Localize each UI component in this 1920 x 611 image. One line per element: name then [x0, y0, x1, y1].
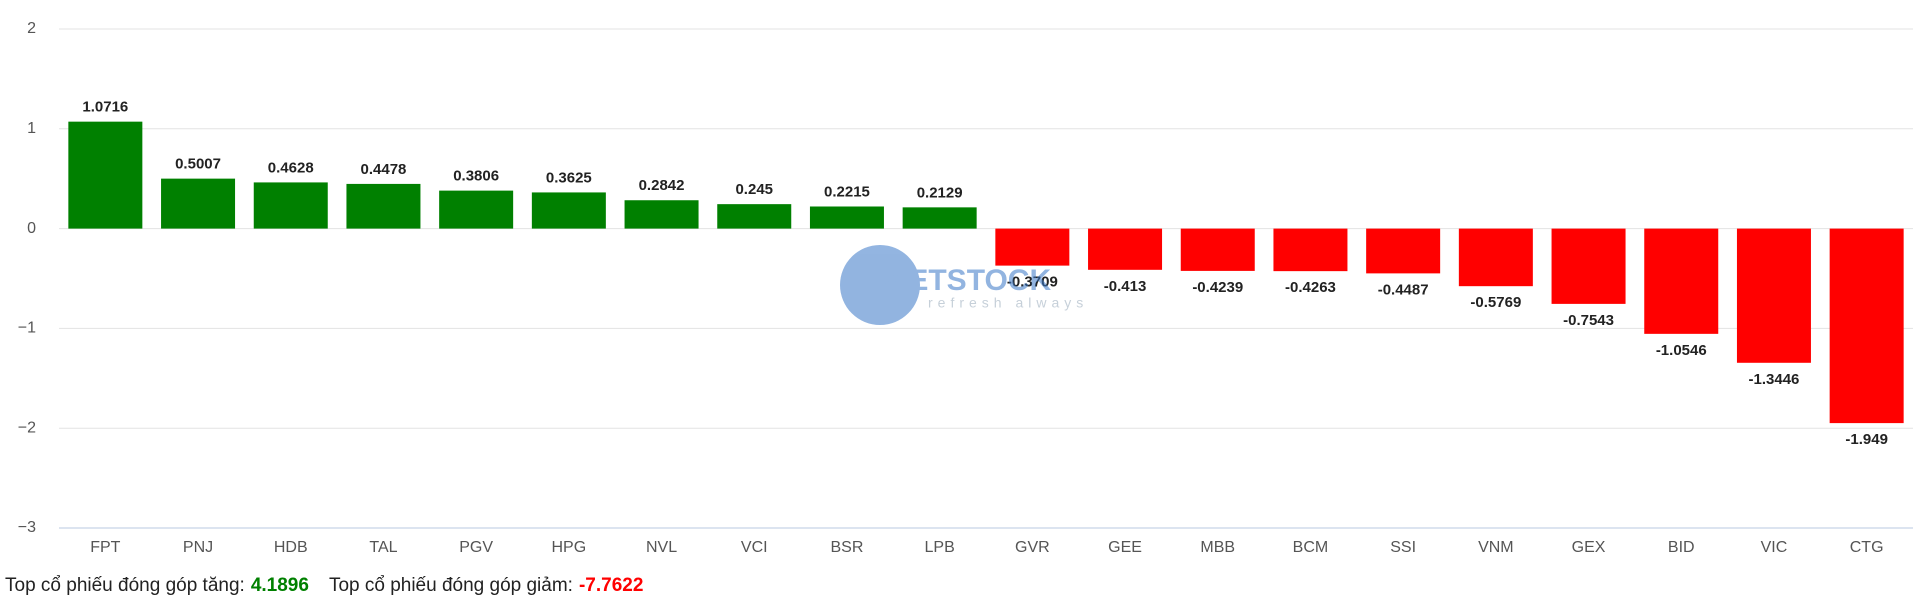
watermark-title: VIETSTOCK [880, 264, 1051, 297]
watermark: VIETSTOCK refresh always [840, 245, 1088, 325]
x-tick-label: SSI [1390, 539, 1416, 556]
up-label: Top cổ phiếu đóng góp tăng: [5, 575, 245, 596]
value-label: 0.2842 [639, 177, 685, 194]
x-tick-label: VNM [1478, 539, 1514, 556]
bar [624, 200, 699, 229]
bar [902, 207, 977, 229]
bar [346, 183, 421, 229]
bar [717, 204, 792, 229]
x-tick-label: BID [1668, 539, 1695, 556]
x-tick-label: NVL [646, 539, 677, 556]
y-tick-label: 1 [27, 120, 36, 137]
value-label: -1.3446 [1749, 371, 1800, 388]
watermark-logo [840, 245, 920, 325]
bar [1829, 228, 1904, 424]
value-label: -0.4263 [1285, 279, 1336, 296]
x-tick-label: HDB [274, 539, 308, 556]
x-tick-label: LPB [925, 539, 955, 556]
x-tick-label: GVR [1015, 539, 1050, 556]
bar [1644, 228, 1719, 334]
bar [1551, 228, 1626, 304]
value-label: 0.3625 [546, 169, 592, 186]
down-label: Top cổ phiếu đóng góp giảm: [329, 575, 573, 596]
bar [1366, 228, 1441, 274]
x-tick-label: HPG [552, 539, 587, 556]
bar [1180, 228, 1255, 271]
value-label: -0.3709 [1007, 274, 1058, 291]
value-label: 1.0716 [82, 99, 128, 116]
y-tick-label: 0 [27, 220, 36, 237]
plot: −3 −2 −1 0 1 2 FPT 1.0716 PNJ 0.5007 HDB 0.4628 TAL 0… [18, 20, 1913, 556]
bar [995, 228, 1070, 266]
bar [531, 192, 606, 229]
down-value: -7.7622 [579, 575, 643, 596]
x-tick-label: VIC [1761, 539, 1788, 556]
value-label: 0.2129 [917, 184, 963, 201]
x-tick-label: PGV [459, 539, 493, 556]
bar [809, 206, 884, 229]
value-label: -0.413 [1104, 278, 1147, 295]
value-label: 0.4628 [268, 159, 314, 176]
value-label: -0.7543 [1563, 312, 1614, 329]
value-label: 0.5007 [175, 156, 221, 173]
y-tick-label: −1 [18, 320, 36, 337]
summary: Top cổ phiếu đóng góp tăng: 4.1896 Top cổ … [5, 575, 643, 596]
x-tick-label: BSR [830, 539, 863, 556]
value-label: -1.0546 [1656, 342, 1707, 359]
value-label: 0.4478 [361, 161, 407, 178]
value-label: 0.245 [735, 181, 773, 198]
value-label: -1.949 [1845, 431, 1888, 448]
value-label: -0.4487 [1378, 281, 1429, 298]
x-tick-label: GEE [1108, 539, 1142, 556]
bar [1088, 228, 1163, 270]
bar [439, 190, 514, 229]
x-tick-label: TAL [369, 539, 397, 556]
x-tick-label: PNJ [183, 539, 213, 556]
bar [68, 121, 143, 229]
bar [161, 178, 236, 229]
value-label: 0.2215 [824, 183, 870, 200]
y-tick-label: −2 [18, 419, 36, 436]
bar [1736, 228, 1811, 363]
x-tick-label: GEX [1572, 539, 1606, 556]
bar [253, 182, 328, 229]
up-value: 4.1896 [251, 575, 309, 596]
bar [1273, 228, 1348, 272]
value-label: -0.5769 [1470, 294, 1521, 311]
y-tick-label: 2 [27, 20, 36, 37]
x-tick-label: CTG [1850, 539, 1884, 556]
bar [1458, 228, 1533, 287]
x-tick-label: FPT [90, 539, 120, 556]
x-tick-label: MBB [1200, 539, 1235, 556]
watermark-tagline: refresh always [928, 295, 1088, 311]
y-tick-label: −3 [18, 519, 36, 536]
x-tick-label: VCI [741, 539, 768, 556]
x-tick-label: BCM [1293, 539, 1329, 556]
value-label: -0.4239 [1192, 279, 1243, 296]
value-label: 0.3806 [453, 168, 499, 185]
